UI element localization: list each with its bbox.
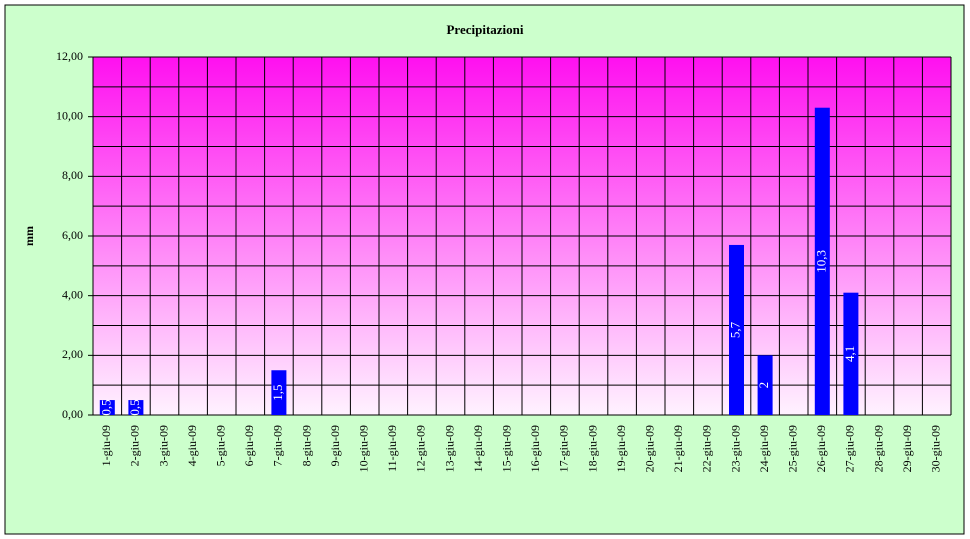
y-tick-label: 2,00 xyxy=(62,347,83,361)
y-tick-label: 4,00 xyxy=(62,287,83,301)
y-tick-label: 10,00 xyxy=(56,108,83,122)
value-label: 2 xyxy=(756,382,771,389)
bar xyxy=(729,244,744,415)
x-tick-label: 17-giu-09 xyxy=(557,425,571,472)
x-tick-label: 23-giu-09 xyxy=(728,425,742,472)
x-tick-label: 16-giu-09 xyxy=(528,425,542,472)
x-tick-label: 10-giu-09 xyxy=(356,425,370,472)
y-tick-label: 0,00 xyxy=(62,407,83,421)
x-tick-label: 27-giu-09 xyxy=(843,425,857,472)
x-tick-label: 3-giu-09 xyxy=(156,425,170,466)
x-tick-label: 11-giu-09 xyxy=(385,425,399,472)
bar xyxy=(99,400,115,415)
x-tick-label: 2-giu-09 xyxy=(128,425,142,466)
value-label: 10,3 xyxy=(813,250,828,273)
bar xyxy=(271,370,287,415)
bar xyxy=(128,400,144,415)
x-tick-label: 19-giu-09 xyxy=(614,425,628,472)
y-axis-label: mm xyxy=(22,226,36,246)
bar xyxy=(757,355,773,415)
chart-title: Precipitazioni xyxy=(446,22,523,37)
x-tick-label: 1-giu-09 xyxy=(99,425,113,466)
value-label: 4,1 xyxy=(842,346,857,362)
x-tick-label: 13-giu-09 xyxy=(442,425,456,472)
x-tick-label: 15-giu-09 xyxy=(499,425,513,472)
x-tick-label: 30-giu-09 xyxy=(928,425,942,472)
bar xyxy=(843,292,859,415)
x-tick-label: 8-giu-09 xyxy=(299,425,313,466)
value-label: 0,5 xyxy=(98,399,113,415)
value-label: 1,5 xyxy=(270,385,285,401)
bar xyxy=(814,107,830,415)
x-tick-label: 28-giu-09 xyxy=(871,425,885,472)
x-tick-label: 29-giu-09 xyxy=(900,425,914,472)
x-tick-label: 18-giu-09 xyxy=(585,425,599,472)
x-tick-label: 4-giu-09 xyxy=(185,425,199,466)
x-tick-label: 6-giu-09 xyxy=(242,425,256,466)
x-tick-label: 25-giu-09 xyxy=(785,425,799,472)
value-label: 5,7 xyxy=(727,321,742,338)
x-tick-label: 24-giu-09 xyxy=(757,425,771,472)
y-tick-label: 12,00 xyxy=(56,49,83,63)
value-label: 0,5 xyxy=(127,399,142,415)
x-tick-label: 7-giu-09 xyxy=(271,425,285,466)
x-tick-label: 5-giu-09 xyxy=(213,425,227,466)
x-tick-label: 20-giu-09 xyxy=(642,425,656,472)
x-tick-label: 12-giu-09 xyxy=(414,425,428,472)
x-tick-label: 22-giu-09 xyxy=(700,425,714,472)
y-tick-label: 8,00 xyxy=(62,168,83,182)
x-tick-label: 21-giu-09 xyxy=(671,425,685,472)
x-tick-label: 9-giu-09 xyxy=(328,425,342,466)
x-tick-label: 14-giu-09 xyxy=(471,425,485,472)
x-tick-label: 26-giu-09 xyxy=(814,425,828,472)
y-tick-label: 6,00 xyxy=(62,228,83,242)
